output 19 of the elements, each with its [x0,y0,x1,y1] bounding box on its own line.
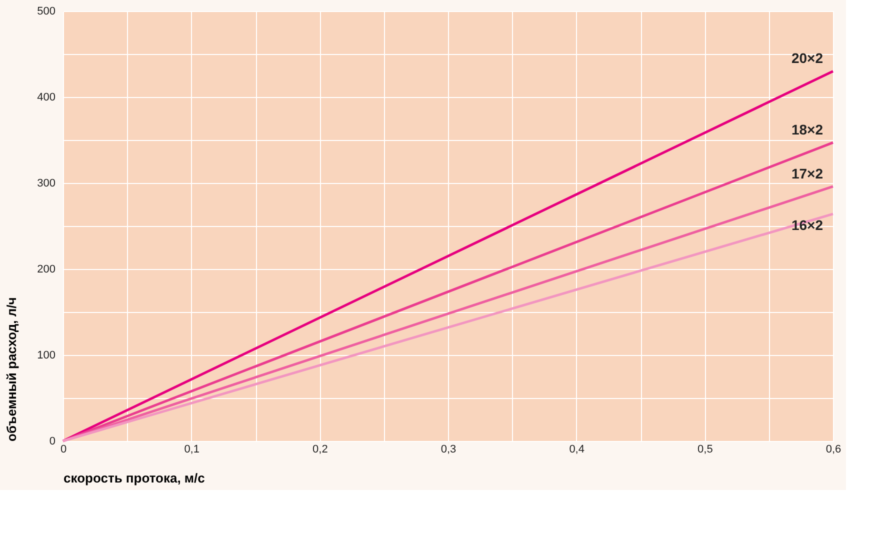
y-tick-label: 500 [37,6,56,18]
x-tick-label: 0,6 [826,444,842,456]
y-tick-label: 300 [37,178,56,190]
x-tick-label: 0,5 [698,444,713,456]
x-tick-label: 0,2 [312,444,328,456]
series-label: 18×2 [791,122,824,138]
x-tick-label: 0 [60,444,67,456]
x-tick-label: 0,3 [440,444,456,456]
y-axis-title: объемный расход, л/ч [4,297,20,442]
x-axis-title: скорость протока, м/с [64,470,205,486]
series-label: 20×2 [791,50,824,66]
x-tick-label: 0,1 [184,444,200,456]
y-tick-label: 400 [37,92,56,104]
y-tick-label: 100 [37,350,56,362]
x-tick-label: 0,4 [569,444,584,456]
y-tick-label: 0 [49,436,56,448]
series-label: 16×2 [791,216,824,233]
series-label: 17×2 [791,165,824,182]
y-tick-label: 200 [37,264,56,276]
